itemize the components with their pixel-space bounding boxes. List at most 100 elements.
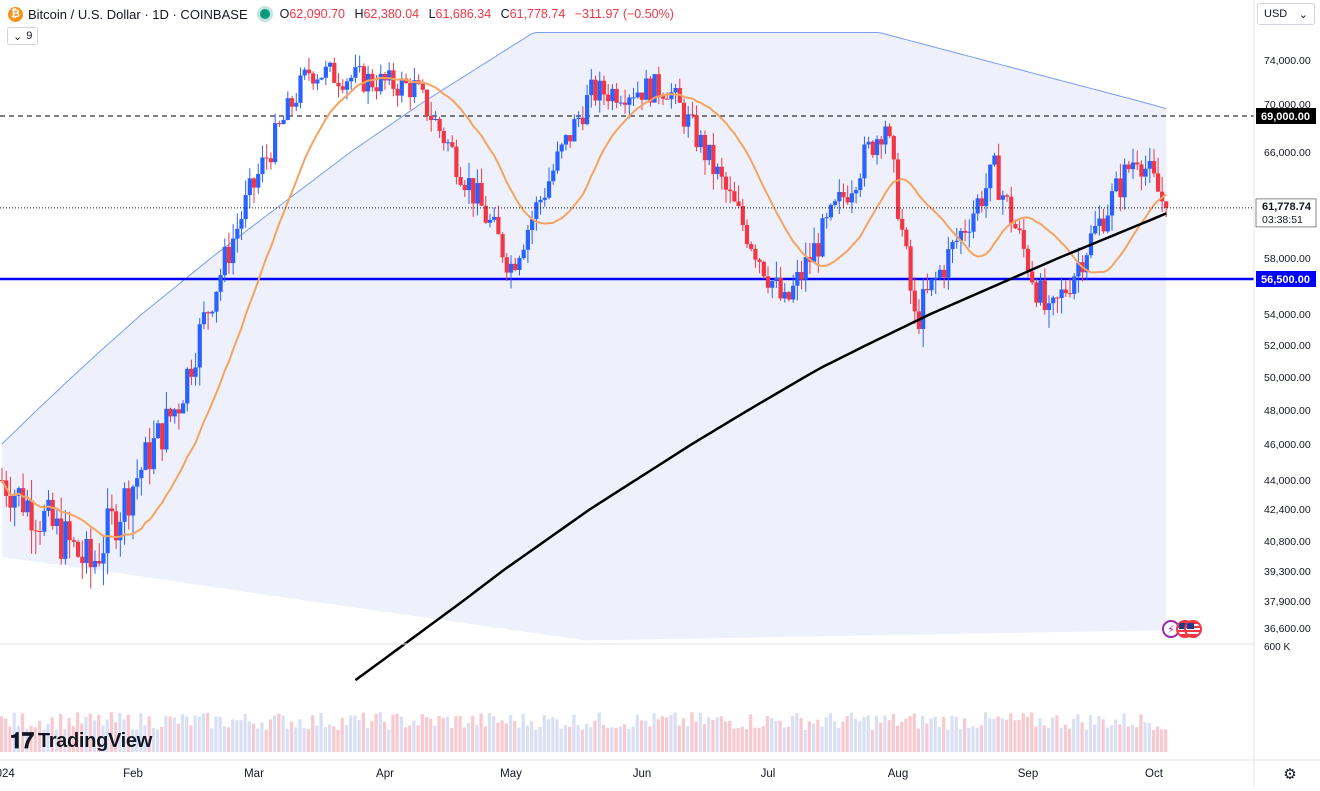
candle-body[interactable]	[681, 102, 687, 127]
candle-body[interactable]	[353, 67, 358, 78]
candle-body[interactable]	[610, 88, 615, 102]
candle-body[interactable]	[975, 198, 980, 214]
candle-body[interactable]	[723, 176, 729, 190]
candle-body[interactable]	[559, 144, 564, 152]
candle-body[interactable]	[164, 408, 169, 450]
candle-body[interactable]	[849, 193, 854, 203]
candle-body[interactable]	[475, 183, 480, 204]
candle-body[interactable]	[1097, 218, 1102, 226]
candle-body[interactable]	[786, 292, 792, 300]
candle-body[interactable]	[408, 83, 413, 98]
candle-body[interactable]	[193, 367, 198, 377]
candle-body[interactable]	[992, 155, 997, 165]
candle-body[interactable]	[155, 423, 161, 439]
candle-body[interactable]	[185, 368, 190, 404]
candle-body[interactable]	[1067, 293, 1073, 295]
candle-body[interactable]	[424, 89, 430, 116]
candle-body[interactable]	[315, 79, 320, 84]
candle-body[interactable]	[92, 560, 98, 568]
candle-body[interactable]	[344, 81, 350, 90]
candle-body[interactable]	[568, 135, 573, 142]
candle-body[interactable]	[483, 205, 488, 223]
candle-body[interactable]	[214, 291, 219, 312]
candle-body[interactable]	[1000, 195, 1005, 200]
candle-body[interactable]	[929, 279, 934, 291]
candle-body[interactable]	[1135, 162, 1140, 165]
candle-body[interactable]	[837, 192, 842, 202]
candle-body[interactable]	[538, 199, 543, 203]
candle-body[interactable]	[1025, 248, 1031, 272]
candle-body[interactable]	[925, 289, 930, 291]
candle-body[interactable]	[816, 243, 821, 257]
candle-body[interactable]	[105, 508, 110, 554]
candle-body[interactable]	[441, 130, 446, 144]
market-status-icon[interactable]	[259, 9, 270, 19]
candle-body[interactable]	[765, 276, 771, 288]
candle-body[interactable]	[222, 246, 227, 276]
candle-body[interactable]	[652, 74, 657, 103]
candle-body[interactable]	[176, 409, 181, 414]
candle-body[interactable]	[799, 271, 804, 280]
candle-body[interactable]	[1118, 178, 1123, 198]
candle-body[interactable]	[67, 521, 72, 541]
candle-body[interactable]	[1164, 201, 1169, 208]
candle-body[interactable]	[644, 78, 649, 100]
candle-body[interactable]	[189, 368, 194, 377]
candle-body[interactable]	[551, 170, 556, 182]
price-line-tag[interactable]	[1256, 271, 1316, 287]
candle-body[interactable]	[660, 95, 666, 99]
candle-body[interactable]	[247, 178, 252, 196]
candle-body[interactable]	[971, 213, 976, 232]
candle-body[interactable]	[593, 79, 598, 101]
candle-body[interactable]	[778, 277, 783, 299]
candle-body[interactable]	[160, 423, 165, 450]
candle-body[interactable]	[147, 442, 152, 470]
candle-body[interactable]	[937, 269, 943, 278]
candle-body[interactable]	[21, 488, 26, 513]
candle-body[interactable]	[555, 151, 560, 171]
candle-body[interactable]	[694, 115, 699, 148]
candle-body[interactable]	[306, 69, 312, 74]
candle-body[interactable]	[1105, 215, 1110, 232]
candle-body[interactable]	[719, 166, 724, 177]
candle-body[interactable]	[412, 80, 417, 98]
candle-body[interactable]	[235, 228, 240, 239]
candle-body[interactable]	[239, 219, 244, 229]
candle-body[interactable]	[12, 495, 17, 508]
candle-body[interactable]	[243, 195, 248, 220]
candle-body[interactable]	[492, 216, 497, 220]
candle-body[interactable]	[866, 141, 871, 145]
candle-body[interactable]	[88, 539, 93, 568]
candle-body[interactable]	[1055, 297, 1060, 299]
candle-body[interactable]	[622, 102, 628, 105]
candle-body[interactable]	[858, 178, 863, 191]
candle-body[interactable]	[135, 478, 140, 487]
candle-body[interactable]	[954, 240, 959, 242]
candle-body[interactable]	[264, 157, 269, 159]
candle-body[interactable]	[218, 275, 223, 292]
candle-body[interactable]	[530, 218, 535, 230]
candle-body[interactable]	[967, 231, 972, 233]
candle-body[interactable]	[172, 409, 177, 417]
candle-body[interactable]	[820, 218, 825, 257]
candle-body[interactable]	[458, 176, 463, 185]
candle-body[interactable]	[908, 246, 913, 291]
candle-body[interactable]	[63, 521, 68, 559]
candle-body[interactable]	[883, 126, 888, 145]
candle-body[interactable]	[715, 166, 720, 175]
candle-body[interactable]	[180, 403, 186, 414]
indicators-toggle[interactable]: ⌄ 9	[7, 27, 39, 45]
candle-body[interactable]	[319, 77, 324, 80]
candle-body[interactable]	[749, 244, 754, 249]
candle-body[interactable]	[311, 73, 316, 84]
candle-body[interactable]	[812, 243, 817, 262]
last-price-tag[interactable]	[1255, 198, 1317, 228]
candle-body[interactable]	[289, 98, 295, 107]
candle-body[interactable]	[832, 201, 838, 205]
candle-body[interactable]	[1109, 191, 1115, 216]
candle-body[interactable]	[1114, 178, 1119, 192]
candle-body[interactable]	[122, 488, 127, 522]
candle-body[interactable]	[1004, 195, 1010, 197]
candle-body[interactable]	[118, 521, 123, 541]
candle-body[interactable]	[277, 123, 282, 125]
